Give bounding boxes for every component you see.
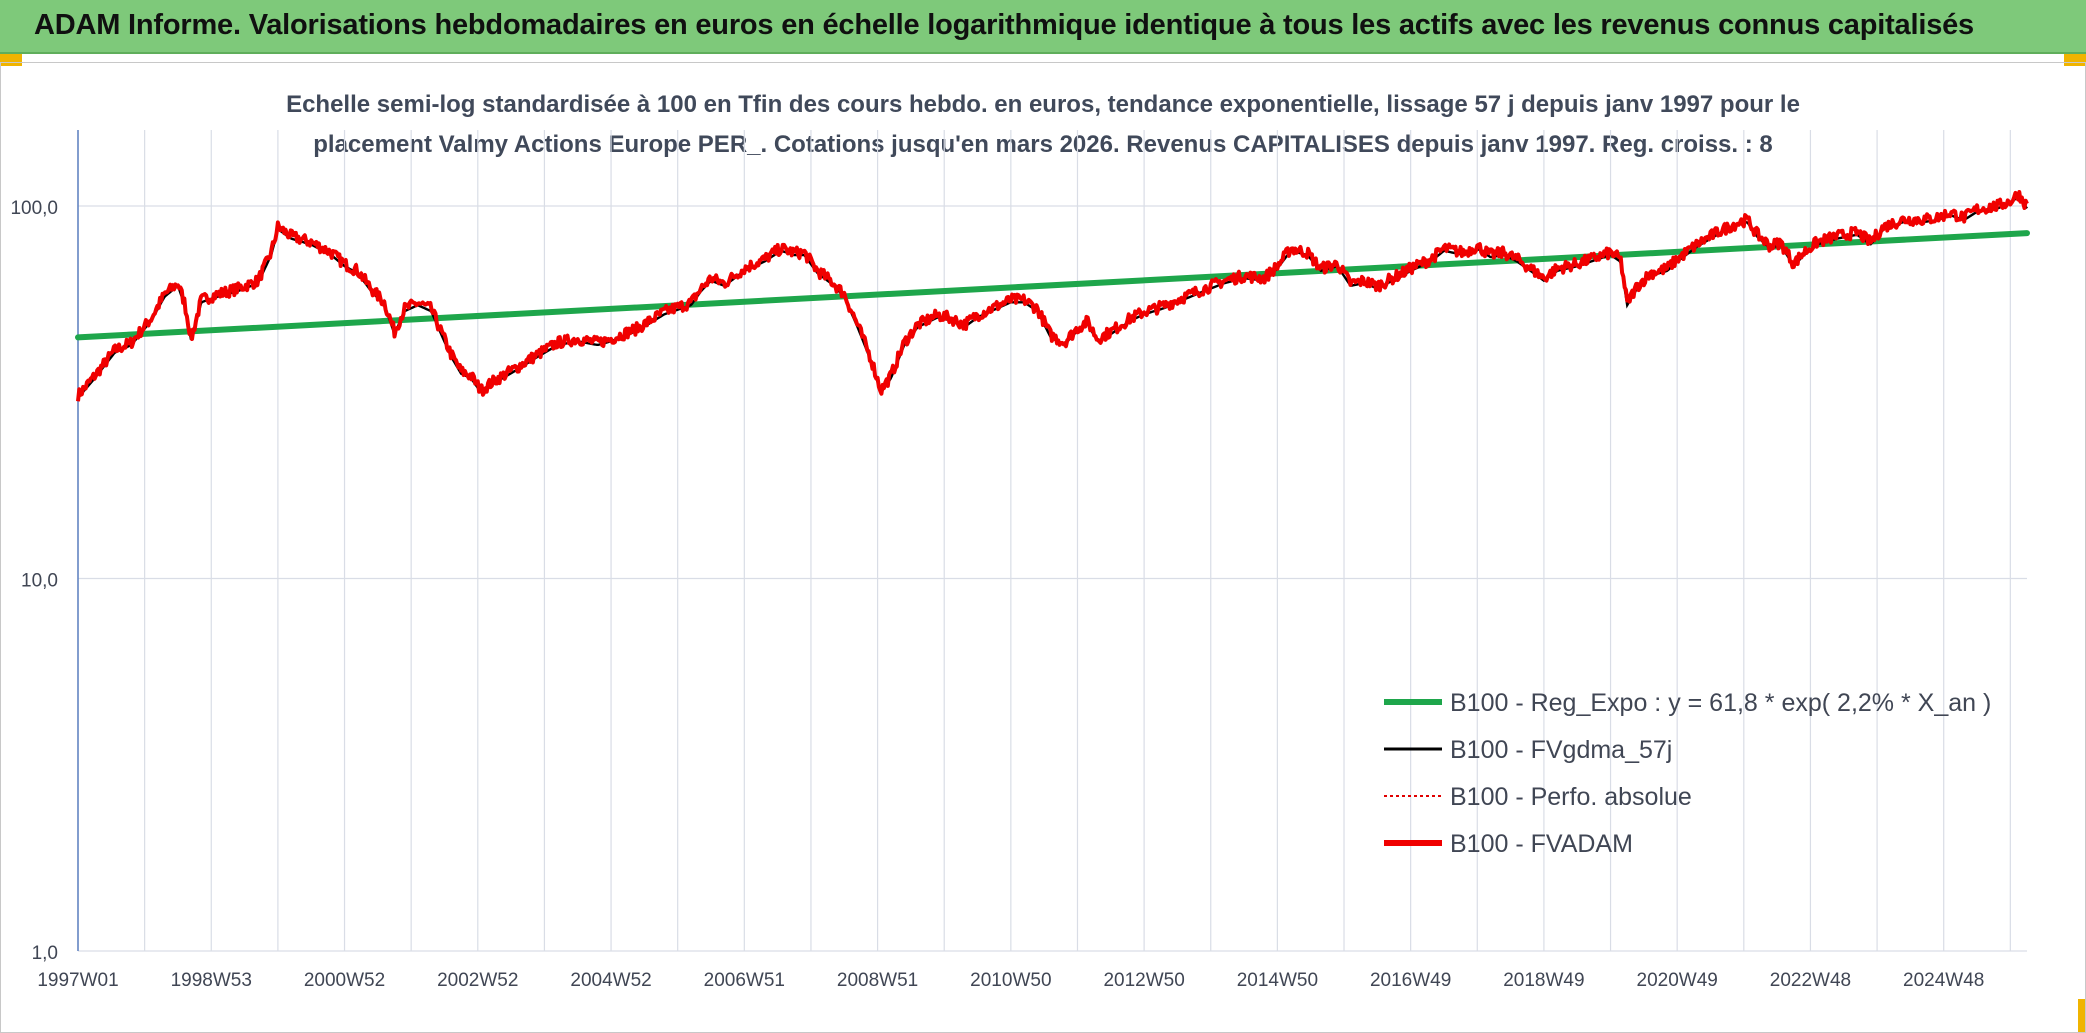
legend-label-trend: B100 - Reg_Expo : y = 61,8 * exp( 2,2% *… <box>1450 689 1991 717</box>
report-banner: ADAM Informe. Valorisations hebdomadaire… <box>0 0 2086 54</box>
x-tick-label: 1997W01 <box>37 970 118 991</box>
x-tick-label: 1998W53 <box>171 970 252 991</box>
corner-marker-right <box>2064 54 2086 66</box>
legend-label-perfo: B100 - Perfo. absolue <box>1450 783 1692 811</box>
x-tick-label: 2008W51 <box>837 970 918 991</box>
y-tick-label: 100,0 <box>10 198 58 219</box>
x-tick-label: 2004W52 <box>570 970 651 991</box>
x-tick-label: 2024W48 <box>1903 970 1984 991</box>
axes: 1,0 10,0 100,0 1997W01 1998W53 2000W52 2002W52… <box>10 130 1984 991</box>
legend-label-fvadam: B100 - FVADAM <box>1450 830 1633 858</box>
chart-title: Echelle semi-log standardisée à 100 en T… <box>286 91 1800 158</box>
x-tick-label: 2006W51 <box>704 970 785 991</box>
x-tick-label: 2022W48 <box>1770 970 1851 991</box>
legend: B100 - Reg_Expo : y = 61,8 * exp( 2,2% *… <box>1384 689 1991 858</box>
chart-title-line-1: Echelle semi-log standardisée à 100 en T… <box>286 91 1800 118</box>
corner-marker-bottom-right <box>2078 999 2086 1033</box>
x-tick-label: 2020W49 <box>1637 970 1718 991</box>
chart-title-line-2: placement Valmy Actions Europe PER_. Cot… <box>313 131 1773 158</box>
report-title: ADAM Informe. Valorisations hebdomadaire… <box>34 9 1974 41</box>
x-tick-label: 2012W50 <box>1103 970 1184 991</box>
y-tick-label: 10,0 <box>21 571 58 592</box>
grid <box>77 130 2027 952</box>
series-fvadam-line <box>76 189 2029 402</box>
x-tick-label: 2000W52 <box>304 970 385 991</box>
x-tick-label: 2018W49 <box>1503 970 1584 991</box>
y-tick-label: 1,0 <box>32 943 58 964</box>
x-tick-label: 2010W50 <box>970 970 1051 991</box>
x-tick-label: 2016W49 <box>1370 970 1451 991</box>
x-tick-label: 2014W50 <box>1237 970 1318 991</box>
corner-marker-left <box>0 54 22 66</box>
series <box>75 189 2030 402</box>
x-tick-label: 2002W52 <box>437 970 518 991</box>
legend-label-smooth: B100 - FVgdma_57j <box>1450 736 1672 764</box>
